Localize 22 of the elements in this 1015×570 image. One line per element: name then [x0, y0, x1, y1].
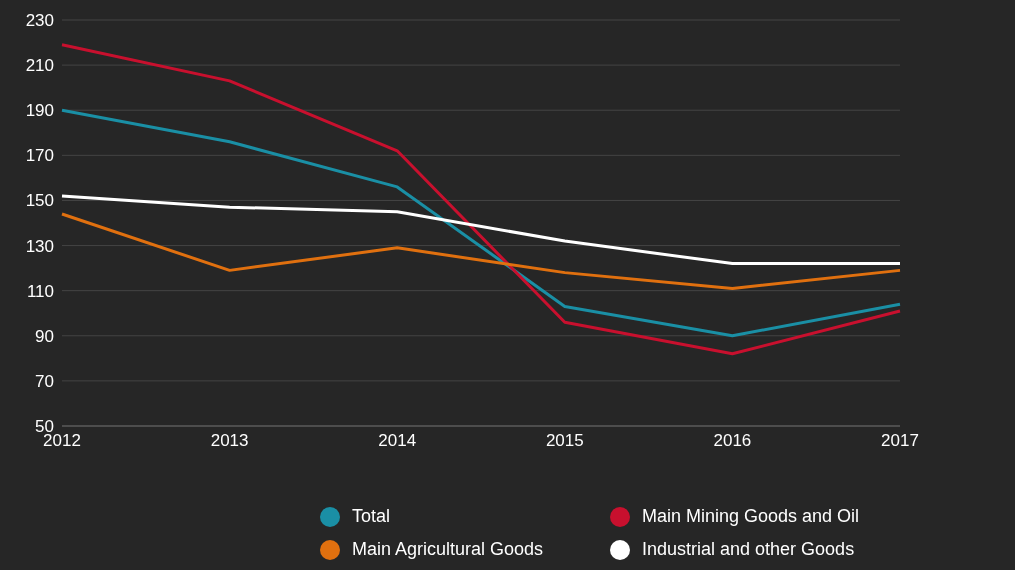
line-series: [60, 212, 902, 290]
y-tick-label: 150: [25, 191, 54, 211]
line-series: [60, 108, 902, 338]
legend-label: Main Mining Goods and Oil: [642, 506, 860, 527]
y-tick-label: 90: [35, 326, 54, 346]
legend-label: Main Agricultural Goods: [352, 539, 544, 560]
legend-label: Total: [352, 506, 391, 527]
y-tick-label: 190: [25, 101, 54, 121]
line-series: [60, 194, 902, 266]
y-tick-label: 70: [35, 371, 54, 391]
x-tick-label: 2016: [713, 431, 752, 451]
x-tick-label: 2014: [378, 431, 417, 451]
y-tick-label: 170: [25, 146, 54, 166]
x-tick-label: 2015: [545, 431, 584, 451]
y-tick-label: 130: [25, 236, 54, 256]
y-tick-label: 110: [26, 281, 54, 301]
y-tick-label: 210: [25, 56, 54, 76]
x-tick-label: 2013: [210, 431, 249, 451]
x-tick-label: 2017: [881, 431, 919, 451]
y-tick-label: 230: [25, 11, 54, 31]
line-series: [60, 43, 902, 356]
legend-label: Industrial and other Goods: [642, 539, 855, 560]
